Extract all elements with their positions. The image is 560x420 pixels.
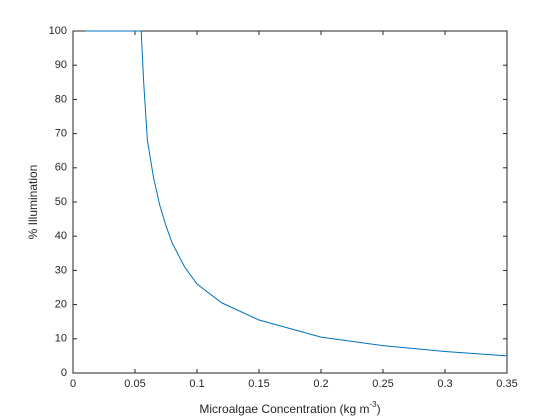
x-tick-label: 0.15 (248, 378, 269, 390)
x-tick-label: 0.1 (189, 378, 204, 390)
x-tick-label: 0.25 (372, 378, 393, 390)
x-label-end: ) (377, 402, 381, 416)
x-tick-label: 0.05 (124, 378, 145, 390)
x-label-superscript: -3 (369, 400, 377, 409)
x-tick-label: 0.2 (313, 378, 328, 390)
y-tick-label: 40 (55, 230, 67, 242)
y-tick-label: 60 (55, 162, 67, 174)
x-label-main: Microalgae Concentration (kg m (199, 402, 369, 416)
y-axis-label: % Illumination (26, 165, 40, 240)
axes-box (72, 30, 508, 374)
x-tick-label: 0.3 (437, 378, 452, 390)
y-tick-label: 50 (55, 196, 67, 208)
y-tick-label: 80 (55, 93, 67, 105)
x-tick-label: 0.35 (496, 378, 517, 390)
y-tick-label: 100 (49, 25, 67, 37)
y-tick-label: 30 (55, 264, 67, 276)
data-line (85, 30, 508, 357)
y-tick-label: 10 (55, 333, 67, 345)
y-tick-label: 20 (55, 299, 67, 311)
x-tick-label: 0 (70, 378, 76, 390)
y-tick-label: 90 (55, 59, 67, 71)
x-axis-label: Microalgae Concentration (kg m-3) (199, 400, 380, 416)
y-tick-label: 0 (61, 367, 67, 379)
y-tick-label: 70 (55, 128, 67, 140)
